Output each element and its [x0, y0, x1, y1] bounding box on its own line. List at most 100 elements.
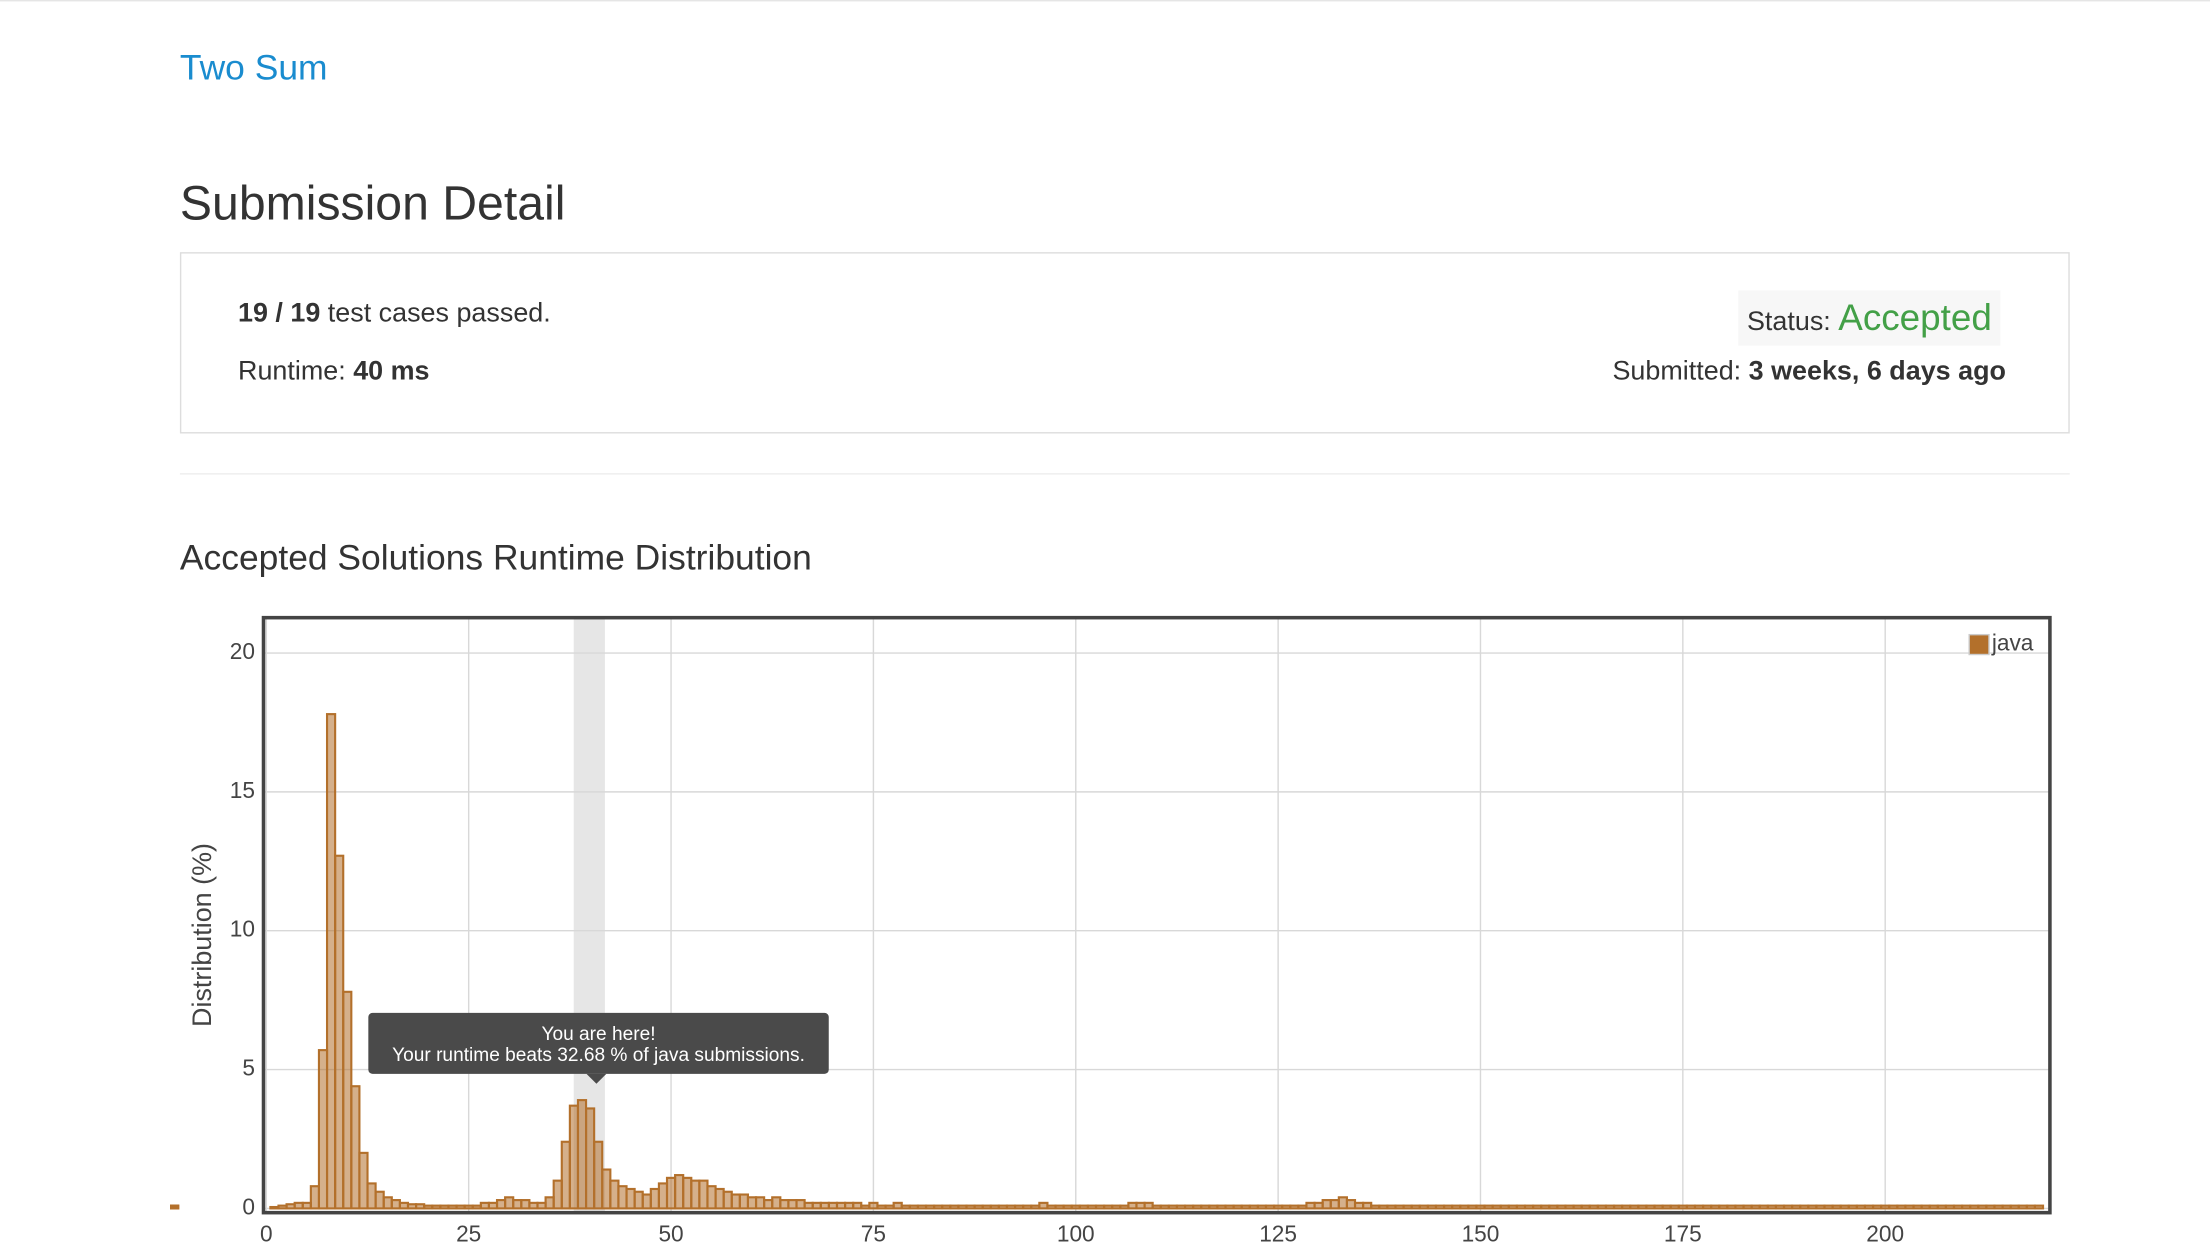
bar [811, 1201, 822, 1210]
bar [1710, 1204, 1721, 1210]
bar [350, 1085, 361, 1210]
bar [1273, 1204, 1284, 1210]
x-tick-label: 25 [456, 1220, 481, 1246]
bar [479, 1201, 490, 1210]
bar [398, 1201, 410, 1210]
bar [544, 1196, 555, 1210]
bar [1038, 1201, 1049, 1210]
bar [520, 1199, 531, 1210]
bar [1491, 1204, 1502, 1210]
divider [179, 473, 2070, 475]
bar [835, 1201, 847, 1210]
bar [1718, 1204, 1729, 1210]
bar [1661, 1204, 1672, 1210]
bar [1442, 1204, 1454, 1210]
bar [1362, 1201, 1373, 1210]
plot-frame [261, 615, 2052, 1215]
x-tick-label: 150 [1462, 1220, 1500, 1246]
bar [908, 1204, 919, 1210]
bar [1321, 1199, 1332, 1210]
bar [390, 1199, 401, 1210]
bar [423, 1204, 434, 1210]
bar [1961, 1204, 1972, 1210]
bar [1823, 1204, 1834, 1210]
bar [1693, 1204, 1705, 1210]
bar [1054, 1204, 1065, 1210]
bar [1669, 1204, 1680, 1210]
bar [406, 1203, 418, 1210]
bar [1588, 1204, 1599, 1210]
problem-link[interactable]: Two Sum [179, 48, 328, 88]
bar [317, 1049, 329, 1210]
y-tick-label: 15 [230, 777, 255, 803]
bar [1985, 1204, 1996, 1210]
bar [779, 1199, 790, 1210]
bar [1499, 1204, 1510, 1210]
bar [1192, 1204, 1203, 1210]
bar [1386, 1204, 1397, 1210]
bar [1119, 1204, 1130, 1210]
bar [1434, 1204, 1446, 1210]
bar [1977, 1204, 1988, 1210]
status-value: Accepted [1838, 296, 1992, 339]
bar [1564, 1204, 1575, 1210]
bar [1208, 1204, 1219, 1210]
submitted-value: 3 weeks, 6 days ago [1748, 357, 2007, 387]
bar [1224, 1204, 1235, 1210]
page-title: Submission Detail [179, 177, 566, 231]
bar [285, 1203, 296, 1210]
bar [876, 1204, 887, 1210]
bar [730, 1193, 741, 1210]
bar [1394, 1204, 1405, 1210]
bar [1030, 1204, 1041, 1210]
bar [1596, 1204, 1608, 1210]
bar [1353, 1201, 1365, 1210]
bar [334, 854, 345, 1210]
bar [1952, 1204, 1964, 1210]
bar [1103, 1204, 1114, 1210]
bar [803, 1201, 814, 1210]
submitted-line: Submitted: 3 weeks, 6 days ago [1612, 357, 2006, 388]
bar [625, 1187, 636, 1210]
bar [1459, 1204, 1470, 1210]
bar [170, 1204, 180, 1210]
bar [763, 1199, 774, 1210]
y-tick-label: 20 [230, 638, 255, 664]
bar [722, 1190, 733, 1210]
bar [528, 1201, 539, 1210]
bar [1621, 1204, 1632, 1210]
bar [601, 1168, 612, 1210]
bar [374, 1190, 385, 1210]
bar [1726, 1204, 1737, 1210]
bar [277, 1204, 288, 1210]
bar [1750, 1204, 1761, 1210]
x-tick-label: 100 [1057, 1220, 1095, 1246]
bar [957, 1204, 968, 1210]
bar [933, 1204, 944, 1210]
bar [1151, 1204, 1162, 1210]
bar [1094, 1204, 1106, 1210]
runtime-label: Runtime: [238, 357, 346, 387]
bar [1734, 1204, 1745, 1210]
bar [1418, 1204, 1429, 1210]
y-axis-label: Distribution (%) [187, 843, 217, 1027]
runtime-line: Runtime: 40 ms [238, 357, 430, 388]
bar [1677, 1204, 1688, 1210]
bar [269, 1205, 280, 1210]
bar [1289, 1204, 1300, 1210]
bar [941, 1204, 952, 1210]
bar [714, 1187, 725, 1210]
tooltip-arrow [586, 1073, 607, 1084]
bar [1604, 1204, 1616, 1210]
bar [1070, 1204, 1081, 1210]
bar [617, 1185, 628, 1210]
detail-box [179, 252, 2070, 434]
bar [1548, 1204, 1559, 1210]
bar [900, 1204, 911, 1210]
bar [1232, 1204, 1243, 1210]
bar [1556, 1204, 1567, 1210]
bar [2009, 1204, 2020, 1210]
bar [1200, 1204, 1211, 1210]
x-tick-label: 125 [1259, 1220, 1297, 1246]
bar [1702, 1204, 1713, 1210]
